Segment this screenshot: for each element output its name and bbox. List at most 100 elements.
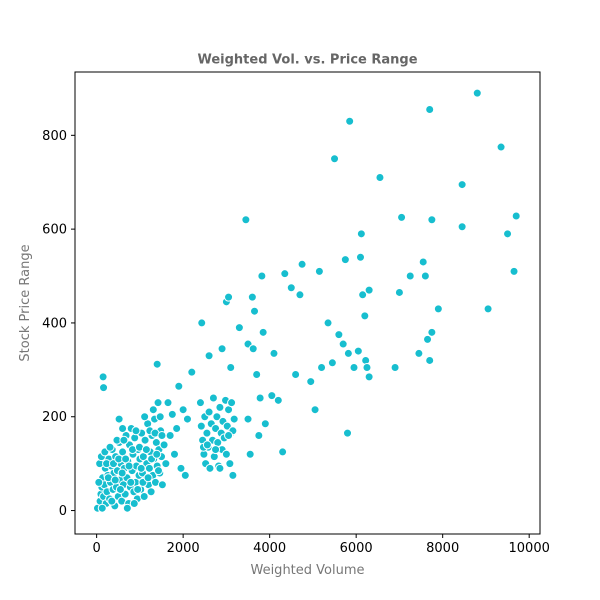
data-point [187,367,197,377]
data-point [152,449,162,459]
data-point [117,468,127,478]
data-point [178,405,188,415]
data-point [243,414,253,424]
data-point [338,339,348,349]
data-point [225,459,235,469]
data-point [126,477,136,487]
data-point [427,327,437,337]
data-point [167,409,177,419]
data-point [260,419,270,429]
data-point [212,412,222,422]
data-point [503,229,513,239]
x-axis-ticks: 0 2000 4000 6000 8000 10000 [92,534,550,556]
data-point [427,215,437,225]
data-point [418,257,428,267]
data-point [161,459,171,469]
data-point [105,442,115,452]
data-point [182,414,192,424]
data-point [97,503,107,513]
data-point [258,327,268,337]
data-point [248,344,258,354]
data-point [353,346,363,356]
data-point [327,358,337,368]
data-point [163,398,173,408]
data-point [122,503,132,513]
x-tick-label: 6000 [340,541,373,556]
data-point [157,480,167,490]
y-tick-label: 600 [42,223,67,238]
data-point [211,445,221,455]
data-point [159,440,169,450]
data-point [297,259,307,269]
data-point [362,362,372,372]
x-tick-label: 4000 [253,541,286,556]
data-point [221,449,231,459]
data-point [196,421,206,431]
data-point [433,304,443,314]
data-point [291,370,301,380]
data-point [364,372,374,382]
data-point [129,499,139,509]
data-point [343,348,353,358]
data-point [269,348,279,358]
data-point [310,405,320,415]
y-tick-label: 0 [59,504,67,519]
data-point [255,393,265,403]
data-point [141,445,151,455]
data-point [340,255,350,265]
data-point [114,414,124,424]
data-point [343,428,353,438]
data-point [208,393,218,403]
data-point [169,449,179,459]
data-point [227,398,237,408]
data-point [153,466,163,476]
data-point [131,426,141,436]
data-point [202,428,212,438]
data-point [457,180,467,190]
x-tick-label: 8000 [426,541,459,556]
data-point [165,431,175,441]
data-point [197,318,207,328]
data-point [254,431,264,441]
data-point [334,330,344,340]
data-point [349,362,359,372]
data-point [215,463,225,473]
data-point [204,351,214,361]
x-tick-label: 10000 [509,541,550,556]
data-point [140,412,150,422]
data-point [245,449,255,459]
y-tick-label: 400 [42,316,67,331]
data-point [323,318,333,328]
y-axis-ticks: 0 200 400 600 800 [42,129,75,519]
data-point [224,292,234,302]
data-point [195,398,205,408]
data-point [252,370,262,380]
data-point [180,470,190,480]
data-point [358,290,368,300]
data-point [228,470,238,480]
data-point [295,290,305,300]
data-point [204,407,214,417]
chart-title: Weighted Vol. vs. Price Range [197,53,417,68]
data-point [509,266,519,276]
data-point [483,304,493,314]
data-point [107,496,117,506]
data-point [234,323,244,333]
data-point [119,435,129,445]
data-point [140,435,150,445]
data-point [457,222,467,232]
x-tick-label: 0 [92,541,100,556]
data-point [202,440,212,450]
data-point [226,362,236,372]
data-point [176,463,186,473]
data-point [356,229,366,239]
data-point [286,283,296,293]
data-point [496,142,506,152]
data-point [110,475,120,485]
data-point [425,105,435,115]
data-point [115,484,125,494]
data-point [241,215,251,225]
data-point [155,412,165,422]
data-point [133,484,143,494]
